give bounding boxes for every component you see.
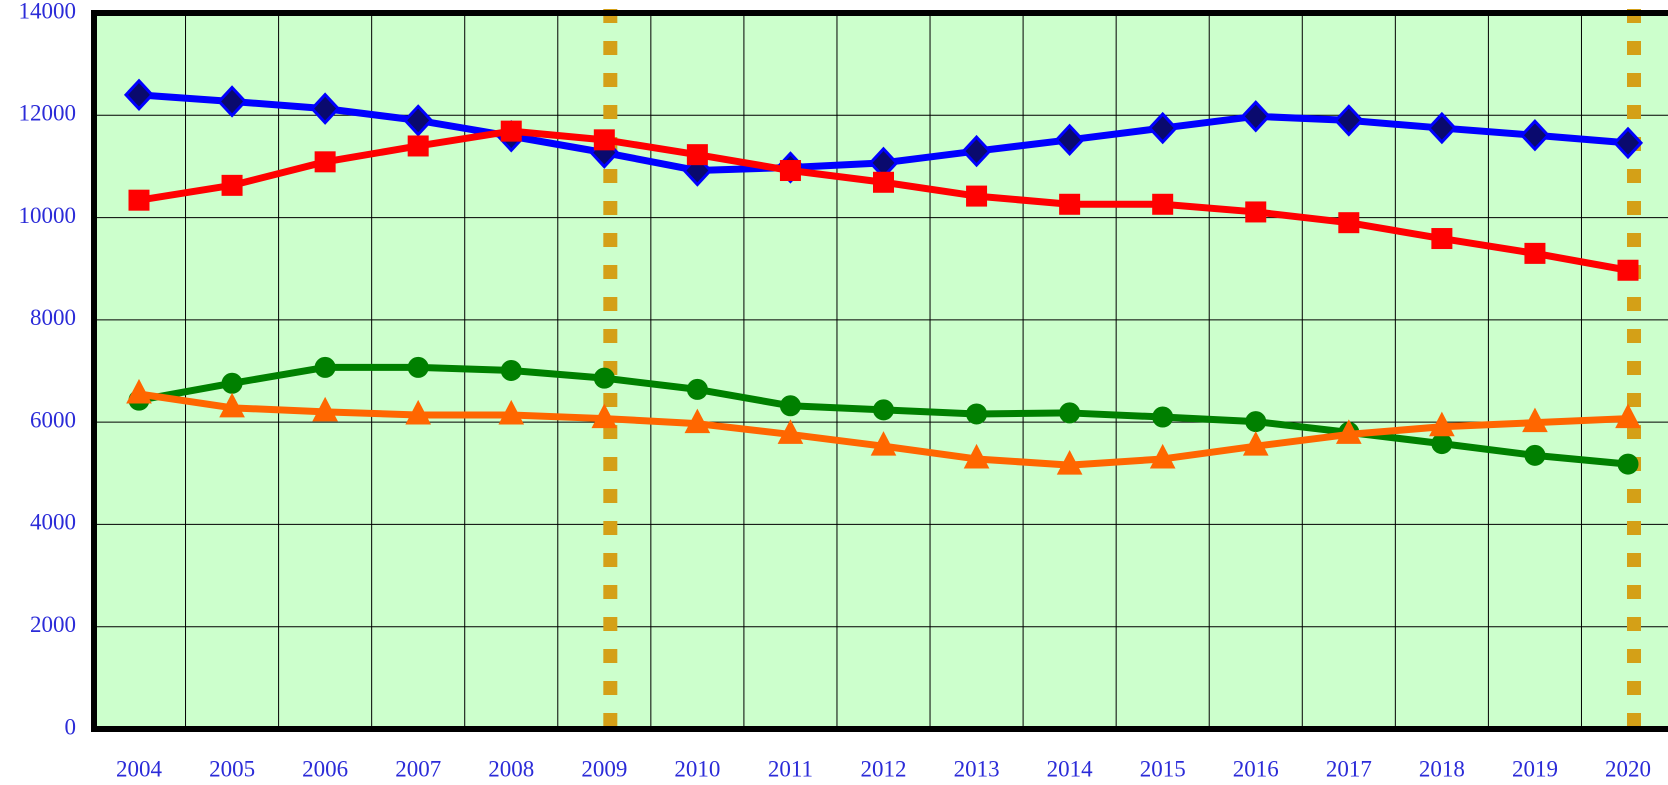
marker — [593, 129, 615, 151]
marker — [1524, 444, 1546, 466]
marker — [686, 378, 708, 400]
y-tick-label: 8000 — [30, 305, 76, 330]
marker — [403, 104, 434, 137]
y-tick-label: 0 — [65, 714, 77, 739]
marker — [1431, 228, 1453, 250]
x-tick-label: 2018 — [1419, 756, 1465, 781]
marker — [1426, 111, 1457, 145]
marker — [963, 443, 990, 469]
marker — [221, 174, 243, 196]
marker — [591, 403, 618, 429]
x-tick-label: 2005 — [209, 756, 255, 781]
marker — [1522, 407, 1548, 433]
plot-frame — [91, 10, 1668, 732]
marker — [1245, 201, 1267, 223]
marker — [870, 431, 897, 456]
marker — [1152, 193, 1174, 215]
marker — [1245, 411, 1267, 433]
marker — [873, 171, 894, 193]
marker — [966, 403, 988, 425]
marker — [407, 135, 429, 157]
marker — [1149, 443, 1176, 469]
marker — [500, 359, 522, 381]
marker — [123, 78, 155, 112]
marker — [1338, 212, 1360, 234]
marker — [1147, 111, 1178, 145]
marker — [1617, 259, 1639, 281]
marker — [1612, 126, 1644, 160]
marker — [128, 189, 150, 211]
x-tick-label: 2006 — [302, 756, 348, 781]
x-tick-label: 2007 — [395, 756, 441, 781]
marker — [314, 151, 336, 173]
marker — [1524, 242, 1546, 264]
marker — [310, 92, 341, 125]
x-tick-label: 2014 — [1047, 756, 1094, 781]
y-tick-label: 6000 — [30, 407, 76, 432]
y-tick-label: 14000 — [19, 0, 77, 23]
marker — [873, 399, 894, 421]
marker — [1615, 403, 1641, 429]
y-tick-label: 2000 — [30, 612, 76, 637]
marker — [500, 120, 522, 142]
x-tick-label: 2010 — [674, 756, 720, 781]
plot-background — [94, 13, 1668, 729]
marker — [405, 399, 432, 425]
x-tick-label: 2017 — [1326, 756, 1372, 781]
marker — [684, 408, 711, 434]
marker — [498, 399, 525, 425]
marker — [777, 419, 804, 444]
x-tick-label: 2013 — [954, 756, 1000, 781]
marker — [217, 85, 248, 118]
marker — [219, 392, 245, 418]
y-tick-label: 10000 — [19, 203, 77, 228]
x-tick-label: 2009 — [581, 756, 627, 781]
x-tick-label: 2019 — [1512, 756, 1558, 781]
marker — [1333, 104, 1364, 137]
marker — [1431, 433, 1453, 455]
x-tick-label: 2015 — [1140, 756, 1186, 781]
marker — [593, 367, 615, 389]
marker — [1059, 193, 1081, 215]
marker — [966, 185, 988, 207]
marker — [1242, 431, 1269, 456]
marker — [779, 395, 801, 417]
marker — [1519, 119, 1550, 152]
y-tick-label: 4000 — [30, 510, 76, 535]
marker — [961, 134, 992, 168]
marker — [1240, 100, 1271, 133]
marker — [314, 356, 336, 378]
x-tick-label: 2012 — [861, 756, 907, 781]
x-tick-label: 2016 — [1233, 756, 1279, 781]
x-tick-label: 2004 — [116, 756, 163, 781]
marker — [221, 372, 243, 394]
marker — [1335, 419, 1362, 444]
x-tick-label: 2011 — [768, 756, 813, 781]
marker — [1054, 123, 1085, 157]
marker — [1429, 411, 1455, 437]
x-tick-label: 2020 — [1605, 756, 1651, 781]
marker — [1059, 402, 1081, 424]
x-tick-label: 2008 — [488, 756, 534, 781]
marker — [1152, 406, 1174, 428]
marker — [1056, 450, 1083, 475]
marker — [407, 356, 429, 378]
marker — [686, 144, 708, 166]
marker — [779, 160, 801, 182]
y-tick-label: 12000 — [19, 101, 77, 126]
marker — [312, 396, 338, 422]
marker — [126, 378, 152, 404]
marker — [1617, 453, 1639, 475]
